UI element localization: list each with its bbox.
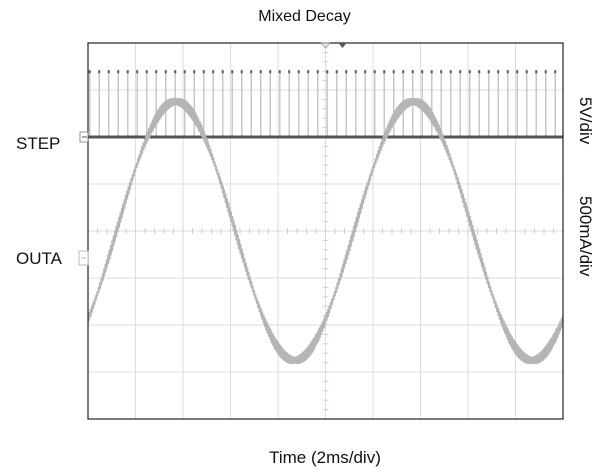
step-pulse-high <box>202 70 205 74</box>
step-pulse-high <box>459 70 462 74</box>
step-pulse-high <box>145 70 148 74</box>
step-pulse-high <box>354 70 357 74</box>
step-pulse-high <box>497 70 500 74</box>
step-pulse-high <box>345 70 348 74</box>
step-pulse-high <box>297 70 300 74</box>
trigger-position-marker <box>320 42 331 49</box>
step-pulse-high <box>478 70 481 74</box>
step-pulse-high <box>193 70 196 74</box>
step-pulse-high <box>183 70 186 74</box>
step-pulse-high <box>278 70 281 74</box>
step-pulse-high <box>411 70 414 74</box>
outa-channel-label: OUTA <box>16 249 62 268</box>
step-pulse-high <box>117 70 120 74</box>
step-pulse-high <box>155 70 158 74</box>
chart-title: Mixed Decay <box>258 8 351 25</box>
step-scale-label: 5V/div <box>576 97 595 145</box>
step-pulse-high <box>250 70 253 74</box>
outa-ground-marker <box>78 250 89 266</box>
step-pulse-high <box>468 70 471 74</box>
x-axis-label: Time (2ms/div) <box>269 448 381 467</box>
outa-trace <box>87 97 564 365</box>
step-pulse-high <box>554 70 557 74</box>
step-pulse-high <box>373 70 376 74</box>
trigger-delay-marker <box>338 43 347 48</box>
step-pulse-high <box>449 70 452 74</box>
step-pulse-high <box>136 70 139 74</box>
step-pulse-high <box>440 70 443 74</box>
step-pulse-high <box>383 70 386 74</box>
step-pulse-high <box>107 70 110 74</box>
step-pulse-high <box>487 70 490 74</box>
step-pulse-high <box>98 70 101 74</box>
step-pulse-high <box>430 70 433 74</box>
step-pulse-high <box>421 70 424 74</box>
step-pulse-high <box>544 70 547 74</box>
step-pulse-high <box>516 70 519 74</box>
step-pulse-high <box>288 70 291 74</box>
graticule <box>87 42 564 420</box>
step-pulse-high <box>316 70 319 74</box>
step-pulse-high <box>126 70 129 74</box>
step-pulse-high <box>259 70 262 74</box>
step-pulse-high <box>307 70 310 74</box>
step-pulse-high <box>402 70 405 74</box>
traces <box>87 70 564 365</box>
step-pulse-high <box>525 70 528 74</box>
step-pulse-high <box>364 70 367 74</box>
step-pulse-high <box>535 70 538 74</box>
outa-scale-label: 500mA/div <box>576 196 595 277</box>
step-pulse-high <box>231 70 234 74</box>
step-pulse-high <box>174 70 177 74</box>
step-pulse-high <box>240 70 243 74</box>
step-pulse-high <box>269 70 272 74</box>
step-pulse-high <box>392 70 395 74</box>
step-pulse-high <box>212 70 215 74</box>
step-pulse-high <box>335 70 338 74</box>
step-pulse-high <box>164 70 167 74</box>
step-pulse-high <box>88 70 91 74</box>
step-pulse-high <box>221 70 224 74</box>
step-pulse-high <box>506 70 509 74</box>
step-channel-label: STEP <box>16 134 61 153</box>
markers <box>78 42 347 266</box>
step-pulse-high <box>326 70 329 74</box>
step-ground-marker <box>79 131 89 143</box>
